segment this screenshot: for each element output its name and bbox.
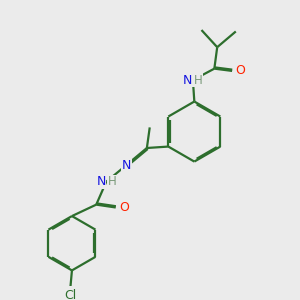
Text: N: N	[96, 175, 106, 188]
Text: H: H	[108, 175, 116, 188]
Text: H: H	[194, 74, 203, 87]
Text: O: O	[119, 201, 129, 214]
Text: N: N	[183, 74, 192, 87]
Text: N: N	[122, 159, 131, 172]
Text: O: O	[235, 64, 245, 77]
Text: Cl: Cl	[64, 289, 76, 300]
